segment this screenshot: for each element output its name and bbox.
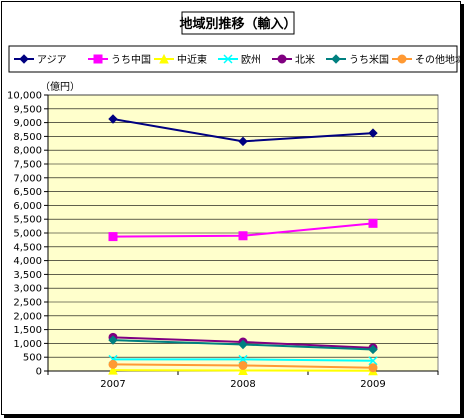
x-tick-label: 2009 [360, 379, 385, 390]
y-tick-label: 0 [36, 367, 42, 378]
legend-item: 中近東 [154, 53, 207, 66]
legend-item: その他地域 [392, 53, 464, 66]
y-tick-label: 7,500 [13, 160, 42, 171]
legend-label: 中近東 [177, 53, 207, 66]
title-box: 地域別推移（輸入） [179, 11, 297, 35]
data-point [368, 363, 378, 373]
legend-item: うち中国 [88, 53, 151, 66]
legend-label: 北米 [295, 53, 315, 66]
series-2 [108, 218, 378, 242]
y-tick-label: 3,000 [13, 284, 42, 295]
data-point [238, 360, 248, 370]
legend-label: アジア [37, 55, 67, 66]
series-1 [108, 114, 378, 147]
data-point [108, 114, 118, 124]
x-axis: 2007 2008 2009 [47, 371, 439, 390]
data-point [368, 218, 378, 228]
data-point [238, 339, 248, 350]
data-point [108, 232, 118, 242]
legend-marker [223, 54, 233, 64]
y-tick-label: 4,500 [13, 242, 42, 253]
y-tick-label: 1,000 [13, 339, 42, 350]
legend-item: 北米 [272, 53, 315, 66]
legend-marker [397, 54, 407, 64]
legend-label: その他地域 [415, 53, 464, 66]
data-point [238, 365, 248, 375]
legend-label: うち米国 [349, 53, 389, 66]
legend-marker [331, 54, 341, 64]
legend-label: うち中国 [111, 53, 151, 66]
y-tick-label: 6,500 [13, 187, 42, 198]
x-tick-label: 2008 [230, 379, 255, 390]
data-point [368, 128, 378, 138]
y-tick-label: 5,500 [13, 215, 42, 226]
legend: アジア うち中国 中近東 欧州 北米 うち米国 その他地域 [8, 45, 464, 73]
y-tick-label: 6,000 [13, 201, 42, 212]
series-6 [108, 335, 378, 355]
legend-item: 欧州 [218, 54, 261, 66]
legend-marker [19, 54, 29, 64]
data-point [238, 231, 248, 241]
legend-item: うち米国 [326, 53, 389, 66]
y-tick-label: 5,000 [13, 229, 42, 240]
legend-marker [277, 54, 287, 64]
y-axis-label: （億円） [40, 80, 80, 93]
y-tick-label: 8,000 [13, 146, 42, 157]
x-tick-label: 2007 [100, 379, 125, 390]
y-tick-label: 3,500 [13, 270, 42, 281]
y-tick-label: 8,500 [13, 132, 42, 143]
legend-label: 欧州 [241, 54, 261, 66]
chart-title: 地域別推移（輸入） [179, 16, 296, 32]
series-group [108, 114, 378, 376]
legend-marker [159, 53, 169, 64]
data-point [108, 365, 118, 375]
data-point [238, 136, 248, 147]
legend-marker [93, 54, 103, 64]
y-tick-label: 2,000 [13, 311, 42, 322]
y-tick-label: 4,000 [13, 256, 42, 267]
y-tick-label: 500 [23, 353, 42, 364]
series-7 [108, 359, 378, 373]
y-tick-label: 2,500 [13, 298, 42, 309]
data-point [368, 344, 378, 355]
data-point [108, 359, 118, 369]
data-point [368, 356, 378, 366]
y-tick-label: 7,000 [13, 173, 42, 184]
y-tick-label: 9,000 [13, 118, 42, 129]
y-tick-label: 9,500 [13, 104, 42, 115]
y-tick-label: 10,000 [7, 91, 42, 102]
y-tick-label: 1,500 [13, 325, 42, 336]
data-point [108, 335, 118, 345]
legend-item: アジア [14, 54, 67, 66]
